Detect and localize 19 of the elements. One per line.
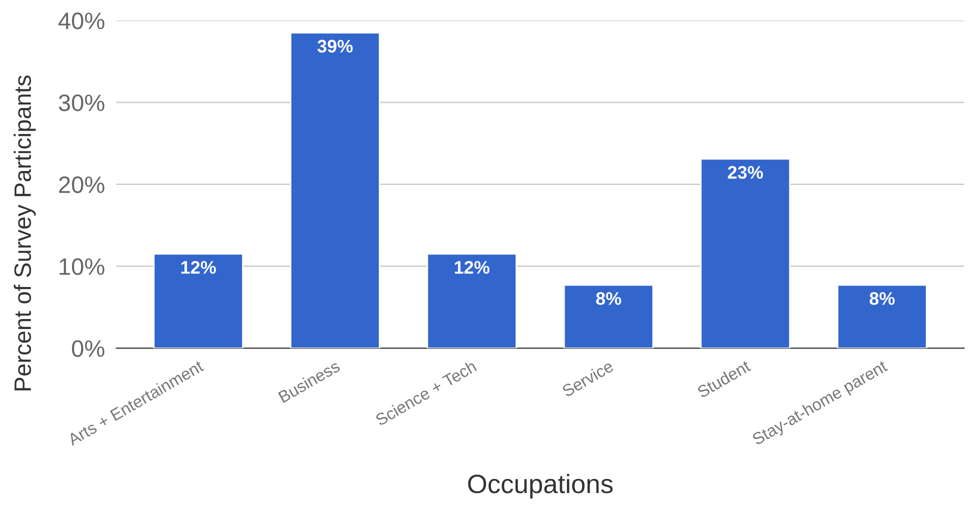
y-tick-label: 10% — [60, 258, 104, 276]
data-label: 39% — [317, 40, 353, 53]
data-label: 8% — [596, 292, 622, 305]
data-label: 8% — [870, 292, 895, 305]
y-tick-label: 40% — [58, 12, 104, 30]
data-label: 23% — [728, 166, 763, 179]
y-tick-label: 0% — [72, 340, 104, 357]
bar — [153, 253, 244, 348]
bar — [426, 253, 517, 348]
bar — [290, 32, 380, 348]
y-tick-label: 30% — [58, 94, 104, 112]
bar — [563, 284, 654, 348]
data-label: 12% — [454, 260, 490, 274]
bar — [700, 158, 790, 348]
x-axis-title: Occupations — [468, 474, 613, 499]
bar — [836, 284, 928, 348]
y-axis-title: Percent of Survey Participants — [14, 76, 36, 390]
y-tick-label: 20% — [59, 176, 104, 194]
data-label: 12% — [181, 260, 216, 274]
